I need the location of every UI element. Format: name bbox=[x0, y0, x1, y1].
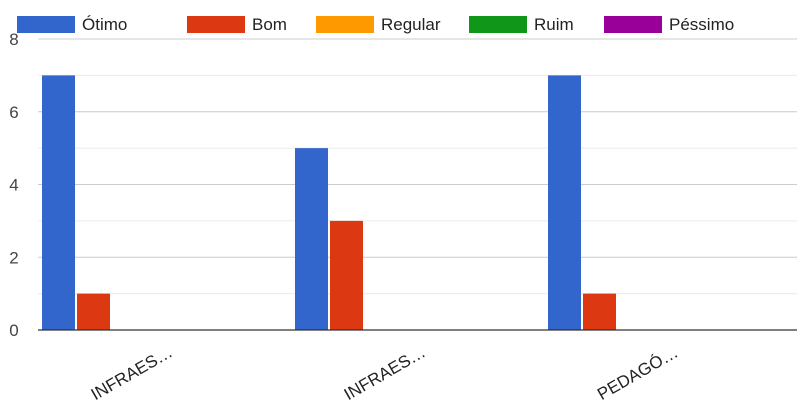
bars bbox=[42, 75, 616, 330]
y-tick-label: 4 bbox=[9, 176, 18, 195]
legend-swatch bbox=[469, 16, 527, 33]
legend-label: Bom bbox=[252, 15, 287, 34]
legend-swatch bbox=[604, 16, 662, 33]
legend-label: Regular bbox=[381, 15, 441, 34]
y-tick-label: 0 bbox=[9, 321, 18, 340]
bar-ótimo-2[interactable] bbox=[295, 148, 328, 330]
bar-bom-1[interactable] bbox=[77, 293, 110, 330]
x-category-label: PEDAGÓ… bbox=[594, 343, 681, 404]
legend-item-ótimo[interactable]: Ótimo bbox=[17, 15, 127, 34]
legend-item-regular[interactable]: Regular bbox=[316, 15, 441, 34]
legend-swatch bbox=[316, 16, 374, 33]
x-axis-labels: INFRAES… INFRAES… PEDAGÓ… bbox=[88, 342, 682, 404]
y-axis-ticks: 0 2 4 6 8 bbox=[9, 30, 18, 340]
x-category-label: INFRAES… bbox=[341, 342, 429, 404]
y-tick-label: 8 bbox=[9, 30, 18, 49]
bar-ótimo-3[interactable] bbox=[548, 75, 581, 330]
bar-bom-3[interactable] bbox=[583, 293, 616, 330]
legend-label: Ótimo bbox=[82, 15, 127, 34]
bar-bom-2[interactable] bbox=[330, 220, 363, 330]
x-category-label: INFRAES… bbox=[88, 342, 176, 404]
y-tick-label: 6 bbox=[9, 103, 18, 122]
legend-item-ruim[interactable]: Ruim bbox=[469, 15, 574, 34]
legend-label: Péssimo bbox=[669, 15, 734, 34]
legend[interactable]: Ótimo Bom Regular Ruim Péssimo bbox=[17, 15, 734, 34]
legend-item-bom[interactable]: Bom bbox=[187, 15, 287, 34]
legend-swatch bbox=[187, 16, 245, 33]
bar-ótimo-1[interactable] bbox=[42, 75, 75, 330]
legend-item-péssimo[interactable]: Péssimo bbox=[604, 15, 734, 34]
legend-label: Ruim bbox=[534, 15, 574, 34]
y-tick-label: 2 bbox=[9, 248, 18, 267]
gridlines bbox=[38, 38, 797, 295]
legend-swatch bbox=[17, 16, 75, 33]
